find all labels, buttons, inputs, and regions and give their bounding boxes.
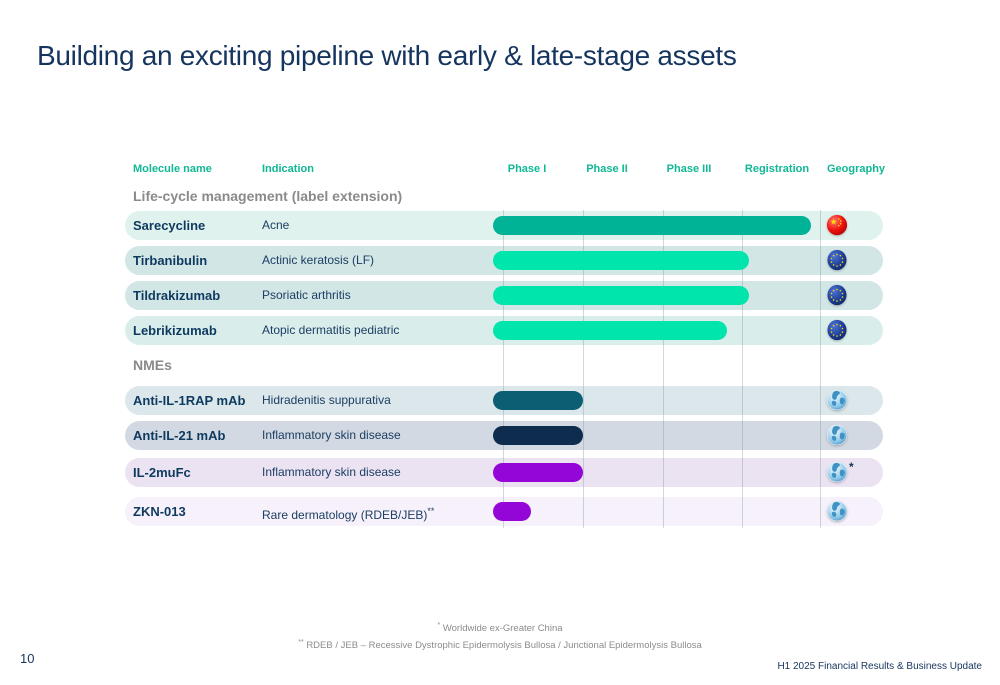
molecule-name: Sarecycline xyxy=(133,218,206,233)
pipeline-row: Sarecycline Acne ★ xyxy=(125,211,883,240)
china-flag-icon: ★ xyxy=(826,214,848,236)
footnote-text: Worldwide ex-Greater China xyxy=(442,623,563,635)
phase-gridline xyxy=(583,210,584,528)
indication-label: Actinic keratosis (LF) xyxy=(262,246,374,275)
section-label: NMEs xyxy=(133,357,172,373)
phase-progress-bar xyxy=(493,321,727,340)
phase-gridline xyxy=(742,210,743,528)
phase-progress-bar xyxy=(493,463,583,482)
svg-text:★: ★ xyxy=(830,217,837,227)
globe-icon xyxy=(826,461,848,483)
globe-icon xyxy=(826,389,848,411)
phase-progress-bar xyxy=(493,502,531,521)
indication-label: Inflammatory skin disease xyxy=(262,421,401,450)
molecule-name: Tildrakizumab xyxy=(133,288,221,303)
eu-flag-icon xyxy=(826,284,848,306)
footnote: ** RDEB / JEB – Recessive Dystrophic Epi… xyxy=(0,636,1000,653)
indication-text: Atopic dermatitis pediatric xyxy=(262,323,400,337)
column-header-phase-iii: Phase III xyxy=(666,163,712,175)
page-number: 10 xyxy=(20,651,35,666)
indication-text: Inflammatory skin disease xyxy=(262,465,401,479)
pipeline-row: Lebrikizumab Atopic dermatitis pediatric xyxy=(125,316,883,345)
pipeline-row: IL-2muFc Inflammatory skin disease * xyxy=(125,458,883,487)
footnote-marker: * xyxy=(437,622,441,629)
pipeline-row: Tirbanibulin Actinic keratosis (LF) xyxy=(125,246,883,275)
page-title: Building an exciting pipeline with early… xyxy=(37,40,737,71)
phase-gridline xyxy=(820,210,821,528)
section-label: Life-cycle management (label extension) xyxy=(133,188,403,204)
column-header-phase-i: Phase I xyxy=(507,163,547,175)
indication-label: Acne xyxy=(262,211,289,240)
indication-text: Acne xyxy=(262,218,290,232)
column-header-geography: Geography xyxy=(826,163,886,175)
column-header-molecule-name: Molecule name xyxy=(133,163,212,175)
molecule-name: Anti-IL-21 mAb xyxy=(133,428,226,443)
indication-text: Psoriatic arthritis xyxy=(262,288,351,302)
indication-footnote-marker: ** xyxy=(427,506,435,516)
footnote: * Worldwide ex-Greater China xyxy=(0,619,1000,636)
indication-label: Atopic dermatitis pediatric xyxy=(262,316,399,345)
indication-text: Inflammatory skin disease xyxy=(262,428,401,442)
phase-progress-bar xyxy=(493,216,811,235)
footer-deck-title: H1 2025 Financial Results & Business Upd… xyxy=(777,661,982,672)
molecule-name: Tirbanibulin xyxy=(133,253,208,268)
globe-icon xyxy=(826,424,848,446)
molecule-name: Anti-IL-1RAP mAb xyxy=(133,393,246,408)
column-header-indication: Indication xyxy=(262,163,314,175)
molecule-name: ZKN-013 xyxy=(133,504,186,519)
indication-text: Actinic keratosis (LF) xyxy=(262,253,375,267)
phase-gridline xyxy=(663,210,664,528)
footnotes: * Worldwide ex-Greater China ** RDEB / JE… xyxy=(0,619,1000,653)
phase-gridline xyxy=(503,210,504,528)
indication-label: Rare dermatology (RDEB/JEB)** xyxy=(262,497,434,530)
pipeline-row: Tildrakizumab Psoriatic arthritis xyxy=(125,281,883,310)
column-header-registration: Registration xyxy=(744,163,810,175)
phase-progress-bar xyxy=(493,391,583,410)
pipeline-row: Anti-IL-21 mAb Inflammatory skin disease xyxy=(125,421,883,450)
footnote-marker: ** xyxy=(298,639,304,647)
eu-flag-icon xyxy=(826,319,848,341)
indication-label: Inflammatory skin disease xyxy=(262,458,401,487)
geography-footnote-marker: * xyxy=(849,460,854,474)
molecule-name: Lebrikizumab xyxy=(133,323,217,338)
indication-label: Psoriatic arthritis xyxy=(262,281,351,310)
pipeline-row: ZKN-013 Rare dermatology (RDEB/JEB)** xyxy=(125,497,883,526)
indication-text: Rare dermatology (RDEB/JEB) xyxy=(262,508,428,522)
pipeline-row: Anti-IL-1RAP mAb Hidradenitis suppurativa xyxy=(125,386,883,415)
phase-progress-bar xyxy=(493,286,749,305)
phase-progress-bar xyxy=(493,426,583,445)
indication-text: Hidradenitis suppurativa xyxy=(262,393,391,407)
phase-progress-bar xyxy=(493,251,749,270)
molecule-name: IL-2muFc xyxy=(133,465,191,480)
globe-icon xyxy=(826,500,848,522)
eu-flag-icon xyxy=(826,249,848,271)
column-header-phase-ii: Phase II xyxy=(586,163,628,175)
footnote-text: RDEB / JEB – Recessive Dystrophic Epider… xyxy=(306,640,702,652)
indication-label: Hidradenitis suppurativa xyxy=(262,386,391,415)
